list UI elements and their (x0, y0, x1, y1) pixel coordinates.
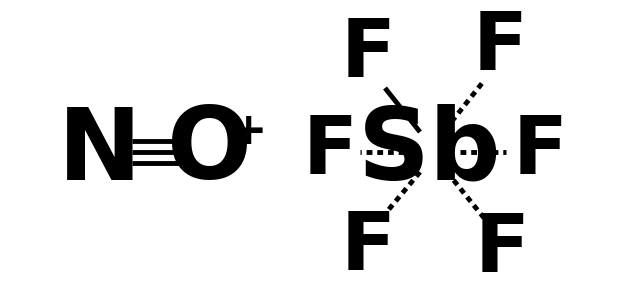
Text: Sb: Sb (358, 104, 502, 201)
Text: F: F (340, 16, 396, 94)
Text: F: F (474, 211, 529, 289)
Text: F: F (472, 9, 527, 87)
Text: F: F (513, 113, 568, 191)
Text: N: N (58, 104, 142, 201)
Text: +: + (229, 111, 267, 154)
Text: F: F (303, 113, 358, 191)
Text: F: F (340, 209, 396, 287)
Text: O: O (168, 104, 253, 201)
